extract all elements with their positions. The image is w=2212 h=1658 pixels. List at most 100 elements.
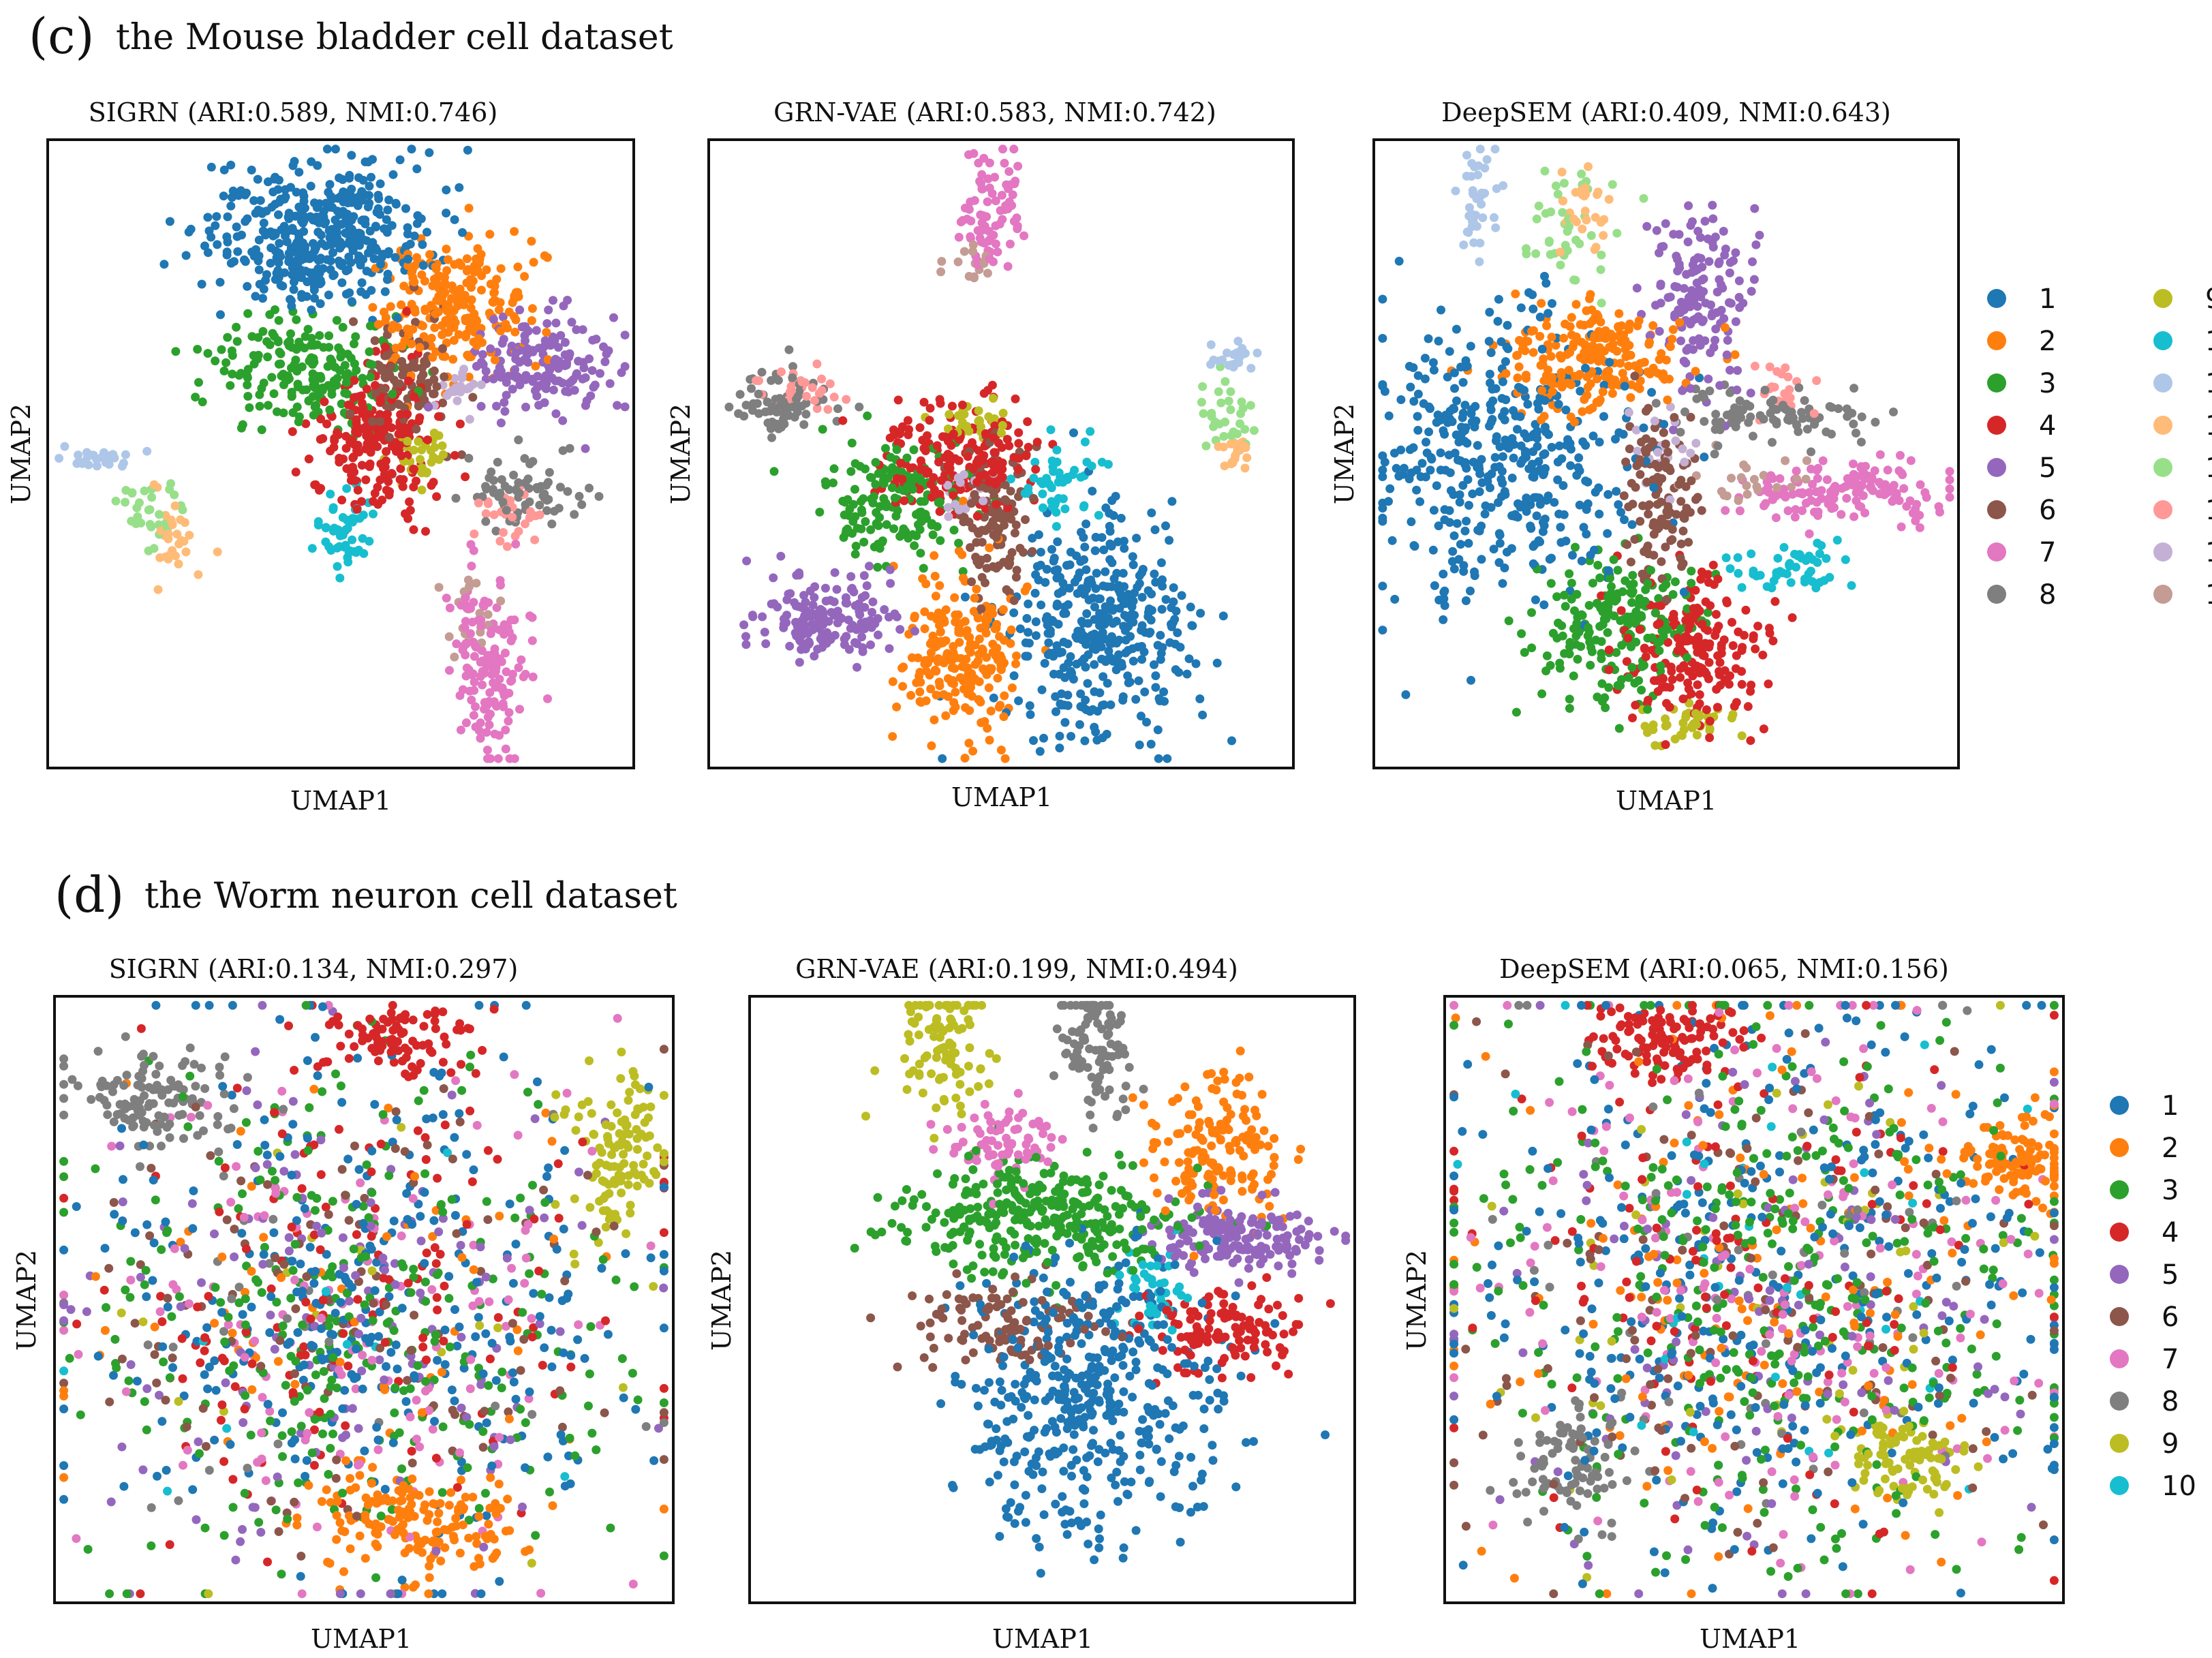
- scatter-point-cluster-1: [1486, 348, 1496, 357]
- scatter-point-cluster-2: [998, 660, 1008, 669]
- scatter-point-cluster-2: [915, 668, 925, 677]
- scatter-point-cluster-3: [271, 305, 279, 314]
- scatter-point-cluster-2: [1000, 754, 1010, 763]
- scatter-point-cluster-2: [407, 339, 416, 349]
- scatter-point-cluster-7: [510, 615, 519, 625]
- scatter-point-cluster-5: [1695, 233, 1705, 242]
- scatter-point-cluster-12: [181, 547, 191, 557]
- scatter-point-cluster-7: [514, 663, 523, 673]
- scatter-point-cluster-7: [478, 680, 487, 690]
- scatter-point-cluster-2: [906, 690, 916, 700]
- scatter-point-cluster-5: [795, 568, 803, 577]
- scatter-point-cluster-7: [991, 196, 1000, 206]
- scatter-point-cluster-1: [1429, 365, 1439, 375]
- scatter-point-cluster-10: [369, 509, 378, 519]
- scatter-point-cluster-7: [442, 594, 451, 603]
- scatter-point-cluster-5: [796, 636, 805, 646]
- scatter-point-cluster-2: [988, 609, 998, 619]
- scatter-point-cluster-1: [1639, 423, 1648, 433]
- scatter-point-cluster-4: [434, 412, 443, 421]
- scatter-point-cluster-2: [1514, 362, 1524, 371]
- scatter-point-cluster-11: [60, 442, 70, 451]
- scatter-point-cluster-7: [982, 212, 992, 221]
- scatter-point-cluster-1: [1509, 406, 1518, 415]
- scatter-point-cluster-5: [885, 565, 895, 574]
- scatter-point-cluster-1: [1156, 649, 1166, 658]
- scatter-point-cluster-1: [1150, 525, 1160, 534]
- scatter-point-cluster-3: [274, 316, 283, 325]
- scatter-point-cluster-1: [1437, 305, 1445, 315]
- scatter-point-cluster-7: [1780, 489, 1789, 499]
- scatter-point-cluster-8: [1768, 437, 1777, 447]
- scatter-point-cluster-4: [1702, 705, 1711, 714]
- scatter-point-cluster-12: [185, 530, 194, 540]
- scatter-point-cluster-1: [1378, 513, 1387, 523]
- scatter-point-cluster-9: [1692, 731, 1702, 740]
- scatter-point-cluster-1: [1021, 651, 1030, 661]
- scatter-point-cluster-7: [1003, 262, 1013, 271]
- scatter-point-cluster-6: [1009, 596, 1019, 605]
- scatter-point-cluster-1: [1092, 568, 1101, 578]
- scatter-point-cluster-1: [332, 223, 341, 232]
- scatter-point-cluster-14: [1750, 361, 1760, 371]
- scatter-point-cluster-4: [329, 442, 339, 452]
- scatter-point-cluster-1: [1496, 474, 1506, 484]
- scatter-point-cluster-1: [1544, 430, 1553, 440]
- scatter-point-cluster-12: [149, 480, 159, 489]
- scatter-point-cluster-9: [416, 455, 425, 464]
- scatter-point-cluster-2: [888, 677, 897, 686]
- scatter-point-cluster-1: [1443, 372, 1452, 382]
- scatter-point-cluster-5: [563, 296, 572, 305]
- scatter-point-cluster-3: [309, 410, 318, 420]
- scatter-point-cluster-7: [543, 694, 552, 703]
- scatter-point-cluster-1: [1462, 438, 1472, 448]
- scatter-point-cluster-2: [474, 258, 484, 268]
- scatter-point-cluster-2: [950, 664, 959, 673]
- scatter-point-cluster-2: [1663, 395, 1672, 405]
- scatter-point-cluster-2: [959, 676, 968, 686]
- scatter-point-cluster-3: [338, 322, 348, 332]
- scatter-point-cluster-2: [1616, 358, 1625, 368]
- scatter-point-cluster-4: [387, 423, 397, 433]
- scatter-point-cluster-3: [198, 397, 207, 407]
- scatter-point-cluster-2: [1604, 366, 1614, 375]
- scatter-point-cluster-1: [989, 693, 998, 703]
- scatter-point-cluster-2: [963, 689, 972, 698]
- scatter-point-cluster-13: [1559, 179, 1569, 188]
- scatter-point-cluster-7: [496, 684, 506, 693]
- scatter-point-cluster-1: [1460, 458, 1470, 467]
- scatter-point-cluster-4: [903, 416, 912, 425]
- scatter-point-cluster-1: [337, 278, 347, 288]
- scatter-point-cluster-13: [1551, 181, 1561, 191]
- scatter-point-cluster-7: [1000, 159, 1009, 168]
- scatter-point-cluster-10: [350, 515, 360, 523]
- scatter-point-cluster-1: [1503, 320, 1512, 330]
- scatter-point-cluster-1: [1171, 665, 1180, 675]
- scatter-point-cluster-4: [354, 447, 364, 457]
- scatter-point-cluster-3: [366, 321, 375, 331]
- scatter-point-cluster-14: [508, 512, 517, 522]
- scatter-point-cluster-1: [1603, 529, 1612, 538]
- scatter-point-cluster-7: [1013, 162, 1023, 171]
- scatter-point-cluster-1: [1387, 536, 1397, 545]
- scatter-point-cluster-1: [308, 273, 318, 282]
- scatter-point-cluster-1: [1009, 671, 1019, 681]
- scatter-point-cluster-5: [602, 349, 611, 358]
- scatter-point-cluster-1: [331, 215, 340, 225]
- scatter-point-cluster-2: [442, 245, 451, 254]
- scatter-point-cluster-5: [776, 551, 786, 561]
- scatter-point-cluster-9: [998, 408, 1008, 418]
- scatter-point-cluster-1: [335, 173, 344, 183]
- scatter-point-cluster-3: [857, 497, 866, 506]
- scatter-point-cluster-4: [1713, 574, 1723, 584]
- scatter-point-cluster-4: [896, 459, 906, 467]
- scatter-point-cluster-8: [594, 492, 604, 501]
- scatter-point-cluster-3: [309, 341, 319, 350]
- scatter-point-cluster-7: [969, 149, 979, 158]
- scatter-point-cluster-3: [1527, 643, 1537, 653]
- scatter-point-cluster-8: [799, 420, 809, 429]
- scatter-point-cluster-1: [1409, 443, 1418, 452]
- scatter-point-cluster-6: [438, 344, 447, 353]
- scatter-point-cluster-1: [1406, 382, 1415, 392]
- scatter-point-cluster-1: [320, 219, 329, 228]
